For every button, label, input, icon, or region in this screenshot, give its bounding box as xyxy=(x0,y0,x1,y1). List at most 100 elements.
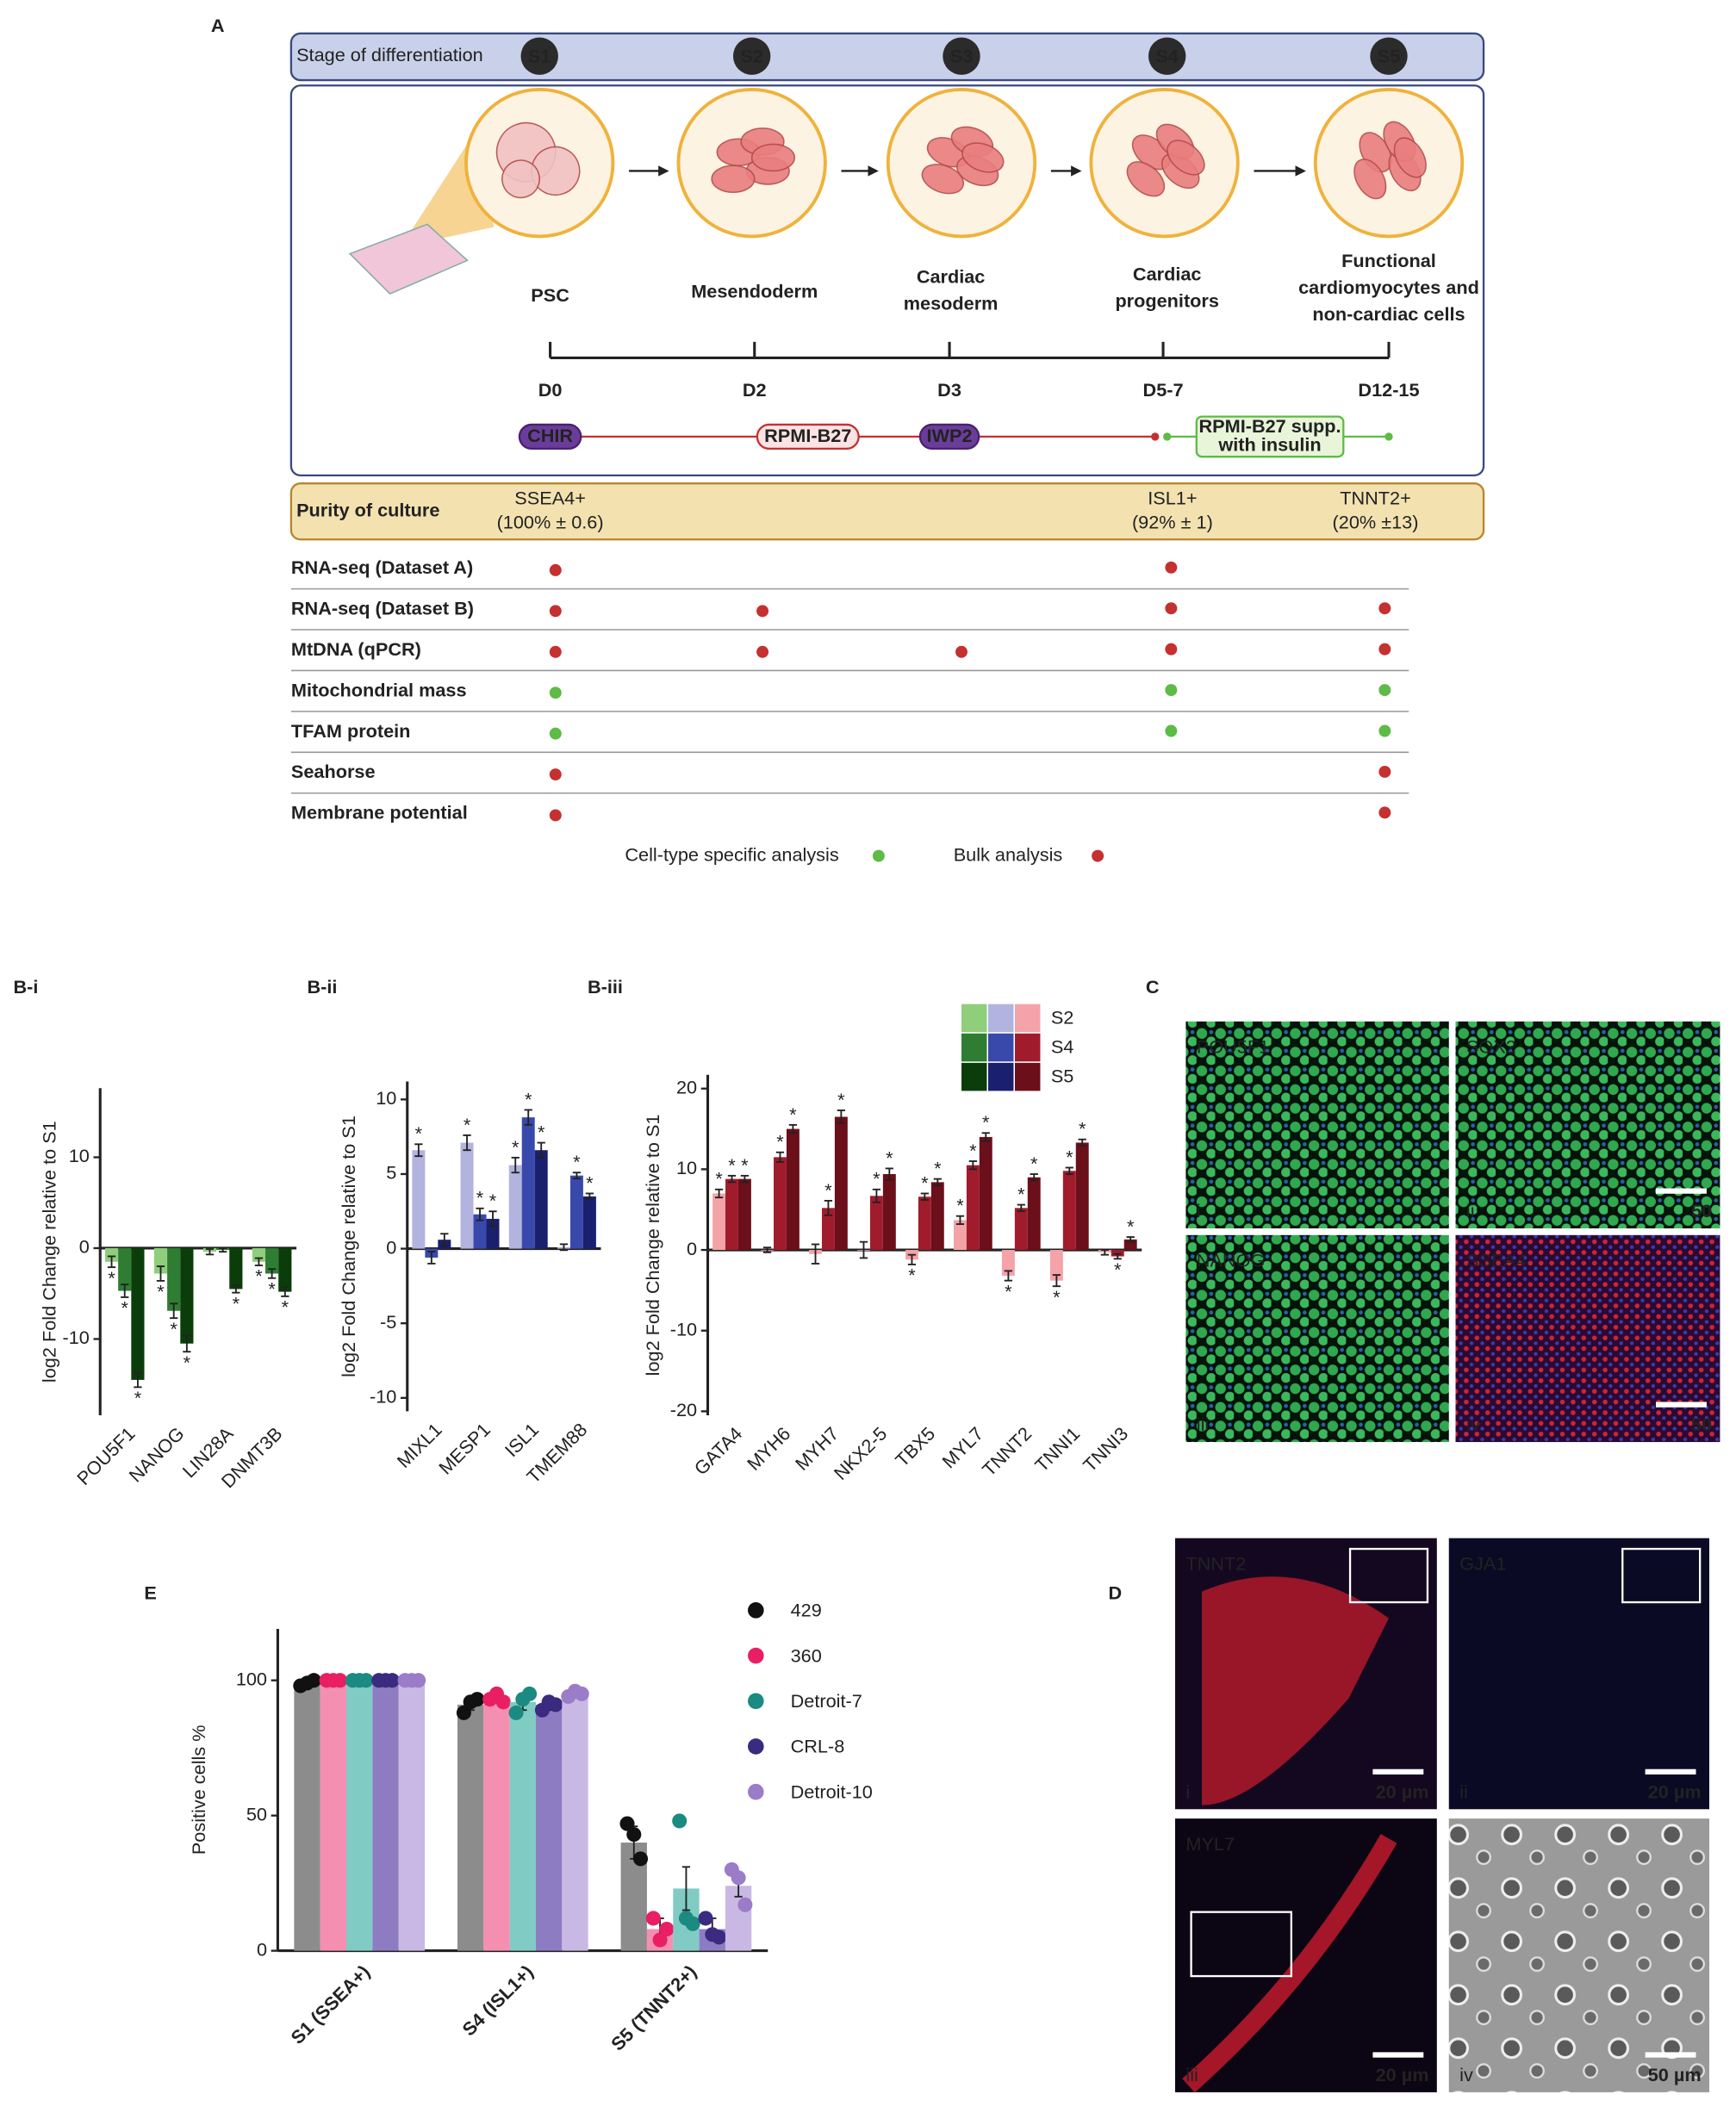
significance: * xyxy=(1030,1153,1038,1174)
legend-swatch xyxy=(988,1033,1014,1062)
significance: * xyxy=(538,1121,545,1142)
cell xyxy=(1126,161,1166,197)
cell xyxy=(1167,140,1205,176)
significance: * xyxy=(476,1187,484,1209)
analysis-dot xyxy=(549,809,562,822)
panel-numeral: i xyxy=(1197,1200,1201,1221)
analysis-dot xyxy=(549,727,562,740)
y-axis-label: log2 Fold Change relative to S1 xyxy=(642,1115,663,1377)
legend-text: Bulk analysis xyxy=(954,843,1063,865)
inset xyxy=(1348,1547,1429,1604)
bar xyxy=(118,1247,132,1291)
legend-text: Detroit-10 xyxy=(791,1781,873,1802)
panel-label: A xyxy=(211,15,225,36)
analysis-dot xyxy=(549,768,562,781)
bar xyxy=(535,1704,563,1951)
bar xyxy=(294,1682,320,1951)
bar xyxy=(153,1247,168,1274)
cell-type: Cardiac progenitors xyxy=(1115,263,1219,311)
cell-type-line: mesoderm xyxy=(904,292,999,314)
scale-label: 50 xyxy=(1691,1414,1712,1435)
purity-marker: SSEA4+ xyxy=(514,487,586,508)
purity-marker: ISL1+ xyxy=(1148,487,1197,508)
y-axis-label: Positive cells % xyxy=(188,1725,209,1855)
bar xyxy=(582,1196,596,1249)
significance: * xyxy=(824,1179,832,1201)
legend-marker xyxy=(748,1647,764,1664)
legend-marker xyxy=(748,1783,764,1800)
analysis-dot xyxy=(1165,724,1178,737)
replicate-point xyxy=(522,1686,538,1701)
media-end xyxy=(1384,432,1393,441)
media-pill xyxy=(918,423,980,451)
panel-label: B-ii xyxy=(308,976,338,998)
y-tick-label: 100 xyxy=(236,1668,267,1689)
cell-type-line: Functional xyxy=(1341,250,1436,271)
y-tick-label: 50 xyxy=(246,1803,267,1824)
bar xyxy=(460,1142,474,1249)
significance: * xyxy=(776,1131,784,1153)
significance: * xyxy=(1127,1215,1135,1237)
analysis-dot xyxy=(1378,684,1391,697)
significance: * xyxy=(134,1387,142,1408)
significance: * xyxy=(415,1122,423,1144)
scale-label: 50 xyxy=(1691,1200,1712,1221)
x-tick-label: POU5F1 xyxy=(72,1423,139,1489)
media-label: CHIR xyxy=(527,425,573,446)
scale-label: 50 µm xyxy=(1648,2064,1702,2085)
replicate-point xyxy=(548,1697,563,1712)
cell-type: Functional cardiomyocytes and non-cardiac … xyxy=(1298,250,1479,325)
significance: * xyxy=(1053,1286,1061,1308)
legend-swatch xyxy=(961,1033,987,1062)
inset xyxy=(1621,1547,1702,1604)
significance: * xyxy=(233,1292,240,1314)
bar xyxy=(412,1150,426,1249)
y-tick-label: 10 xyxy=(676,1157,697,1178)
stage-badge-text: S3 xyxy=(950,45,974,66)
legend-marker xyxy=(748,1738,764,1755)
replicate-point xyxy=(698,1911,713,1926)
stage-badge xyxy=(943,37,980,75)
significance: * xyxy=(715,1168,723,1190)
significance: * xyxy=(1114,1259,1122,1280)
bar xyxy=(882,1174,896,1251)
bar xyxy=(562,1694,588,1951)
stage-badge-text: S1 xyxy=(528,45,551,66)
replicate-point xyxy=(712,1930,727,1945)
purity-value: (92% ± 1) xyxy=(1132,511,1213,532)
analysis-dot xyxy=(1378,724,1391,737)
legend-swatch xyxy=(1015,1062,1041,1091)
stain-label: SSEA4 xyxy=(1466,1250,1527,1271)
y-tick-label: -20 xyxy=(670,1399,697,1420)
legend-swatch xyxy=(1015,1004,1041,1033)
analysis-dot xyxy=(1378,602,1391,615)
y-tick-label: 0 xyxy=(79,1236,90,1258)
x-tick-label: ISL1 xyxy=(501,1419,543,1461)
micrograph xyxy=(1448,1818,1709,2092)
stain-label: SOX2 xyxy=(1466,1036,1516,1058)
panel-label: E xyxy=(144,1582,156,1603)
x-tick-label: GATA4 xyxy=(690,1423,747,1480)
replicate-point xyxy=(645,1911,661,1926)
analysis-dot xyxy=(1378,765,1391,778)
bar xyxy=(372,1680,399,1951)
bar xyxy=(821,1208,835,1251)
x-tick-label: NKX2-5 xyxy=(830,1423,891,1484)
bar xyxy=(265,1247,279,1274)
bar xyxy=(473,1214,487,1249)
significance: * xyxy=(255,1265,263,1287)
bar xyxy=(104,1247,119,1262)
legend-text: S2 xyxy=(1051,1006,1074,1028)
bar xyxy=(1049,1250,1063,1281)
cell-type-line: non-cardiac cells xyxy=(1312,303,1465,325)
micrograph xyxy=(1448,1538,1709,1810)
bar xyxy=(979,1136,992,1251)
media-label: IWP2 xyxy=(927,425,973,446)
replicate-point xyxy=(731,1870,746,1886)
media-pill xyxy=(1195,415,1345,458)
micrograph xyxy=(1455,1234,1720,1443)
bar xyxy=(773,1157,787,1251)
legend-swatch xyxy=(988,1004,1014,1033)
inset xyxy=(1190,1911,1293,1978)
bar xyxy=(1062,1171,1076,1251)
